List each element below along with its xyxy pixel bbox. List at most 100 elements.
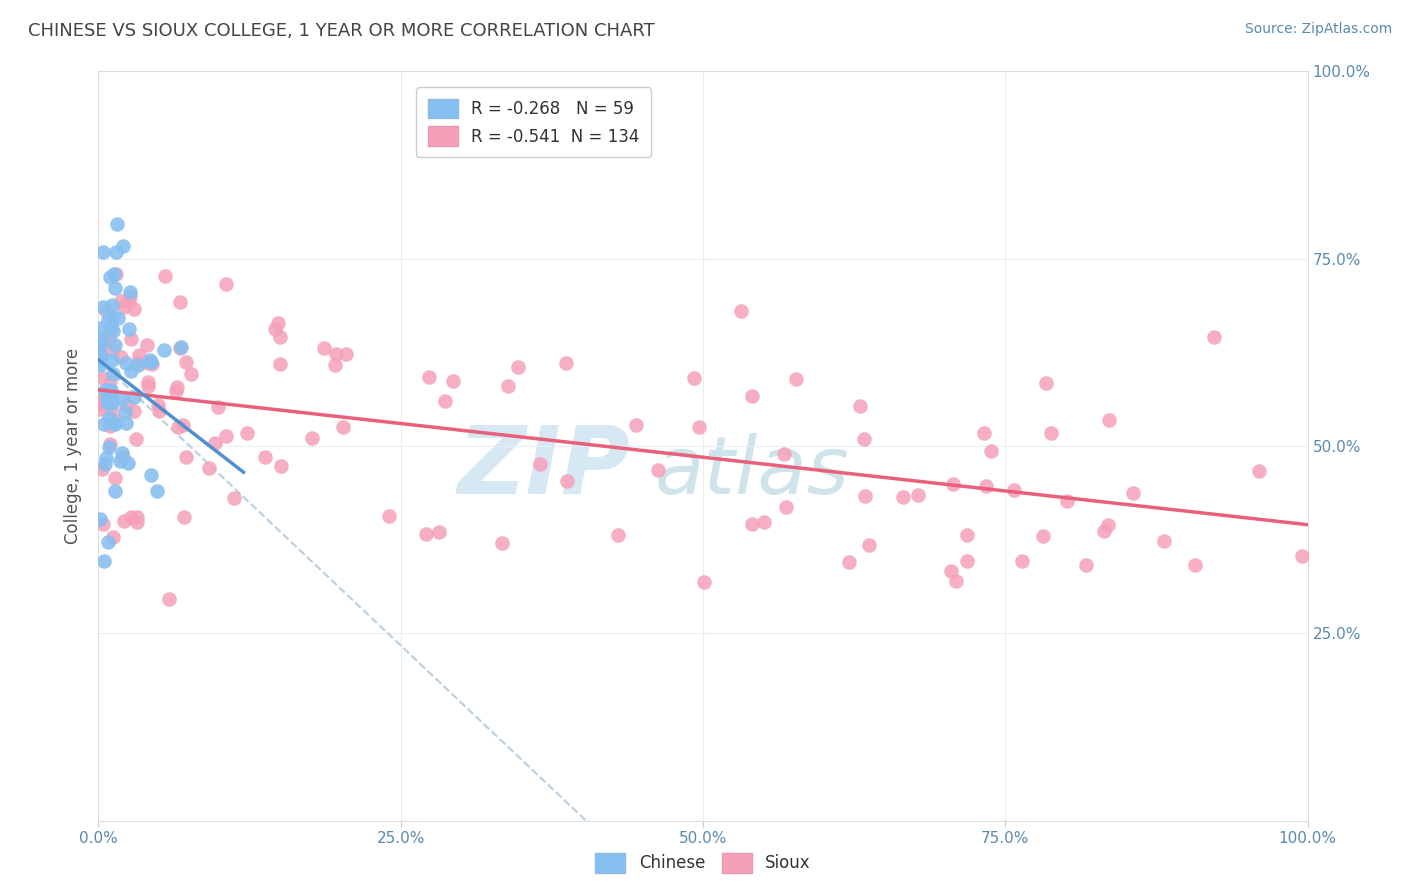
Point xyxy=(1122,485,1144,500)
Point xyxy=(314,342,336,356)
Point xyxy=(942,477,965,491)
Point xyxy=(93,244,115,259)
Point xyxy=(893,490,915,504)
Point xyxy=(688,420,710,434)
Point xyxy=(136,338,159,352)
Point xyxy=(120,509,142,524)
Point xyxy=(101,324,124,338)
Point xyxy=(1097,517,1119,532)
Point xyxy=(624,418,647,433)
Point xyxy=(104,417,127,432)
Point xyxy=(418,369,440,384)
Point xyxy=(775,500,797,514)
Point xyxy=(89,334,111,349)
Point xyxy=(93,417,115,431)
Text: Source: ZipAtlas.com: Source: ZipAtlas.com xyxy=(1244,22,1392,37)
Point xyxy=(112,514,135,528)
Point xyxy=(169,295,191,310)
Point xyxy=(1202,329,1225,343)
Point xyxy=(112,239,135,253)
Point xyxy=(96,392,118,407)
Point xyxy=(103,338,125,352)
Point xyxy=(103,281,125,295)
Point xyxy=(127,359,149,373)
Legend: Chinese, Sioux: Chinese, Sioux xyxy=(589,847,817,880)
Point xyxy=(973,425,995,440)
Point xyxy=(125,432,148,446)
Point xyxy=(127,355,149,369)
Point xyxy=(956,554,979,568)
Point xyxy=(89,321,111,335)
Point xyxy=(165,384,187,398)
Point xyxy=(98,269,121,284)
Point xyxy=(1184,558,1206,572)
Point xyxy=(269,357,291,371)
Point xyxy=(415,527,437,541)
Point xyxy=(90,332,112,346)
Point xyxy=(91,462,114,476)
Point xyxy=(128,348,150,362)
Point xyxy=(730,304,752,318)
Point xyxy=(115,356,138,370)
Point xyxy=(301,431,323,445)
Point xyxy=(97,396,120,410)
Point xyxy=(100,318,122,333)
Text: CHINESE VS SIOUX COLLEGE, 1 YEAR OR MORE CORRELATION CHART: CHINESE VS SIOUX COLLEGE, 1 YEAR OR MORE… xyxy=(28,22,655,40)
Point xyxy=(267,316,290,330)
Point xyxy=(110,351,132,365)
Legend: R = -0.268   N = 59, R = -0.541  N = 134: R = -0.268 N = 59, R = -0.541 N = 134 xyxy=(416,87,651,157)
Point xyxy=(100,401,122,416)
Point xyxy=(100,395,122,409)
Point xyxy=(1032,529,1054,543)
Point xyxy=(148,404,170,418)
Point xyxy=(172,417,194,432)
Point xyxy=(111,392,134,406)
Point xyxy=(1039,425,1062,440)
Point xyxy=(939,565,962,579)
Point xyxy=(752,516,775,530)
Point xyxy=(115,417,138,431)
Point xyxy=(120,364,142,378)
Point xyxy=(263,322,285,336)
Point xyxy=(145,484,167,499)
Point xyxy=(98,437,121,451)
Point xyxy=(1249,464,1271,478)
Point xyxy=(170,340,193,354)
Point xyxy=(89,512,111,526)
Text: atlas: atlas xyxy=(655,434,849,511)
Point xyxy=(120,285,142,300)
Point xyxy=(506,360,529,375)
Point xyxy=(1291,549,1313,564)
Point xyxy=(100,383,122,397)
Point xyxy=(1098,412,1121,426)
Point xyxy=(647,463,669,477)
Point xyxy=(176,450,198,464)
Point xyxy=(110,454,132,468)
Point xyxy=(215,277,238,292)
Point xyxy=(980,444,1002,458)
Point xyxy=(606,528,628,542)
Point xyxy=(100,297,122,311)
Point xyxy=(153,268,176,283)
Point xyxy=(94,303,117,318)
Point xyxy=(858,538,880,552)
Point xyxy=(122,390,145,404)
Point xyxy=(94,450,117,465)
Point xyxy=(853,489,876,503)
Text: ZIP: ZIP xyxy=(457,423,630,515)
Point xyxy=(254,450,277,464)
Point xyxy=(98,383,121,397)
Point xyxy=(90,348,112,362)
Point xyxy=(93,334,115,349)
Point xyxy=(785,372,807,386)
Point xyxy=(112,300,135,314)
Point xyxy=(169,341,191,355)
Point xyxy=(94,458,117,472)
Point xyxy=(117,456,139,470)
Point xyxy=(270,459,292,474)
Point xyxy=(104,245,127,260)
Point xyxy=(125,509,148,524)
Point xyxy=(427,524,450,539)
Point xyxy=(215,429,238,443)
Point xyxy=(555,356,578,370)
